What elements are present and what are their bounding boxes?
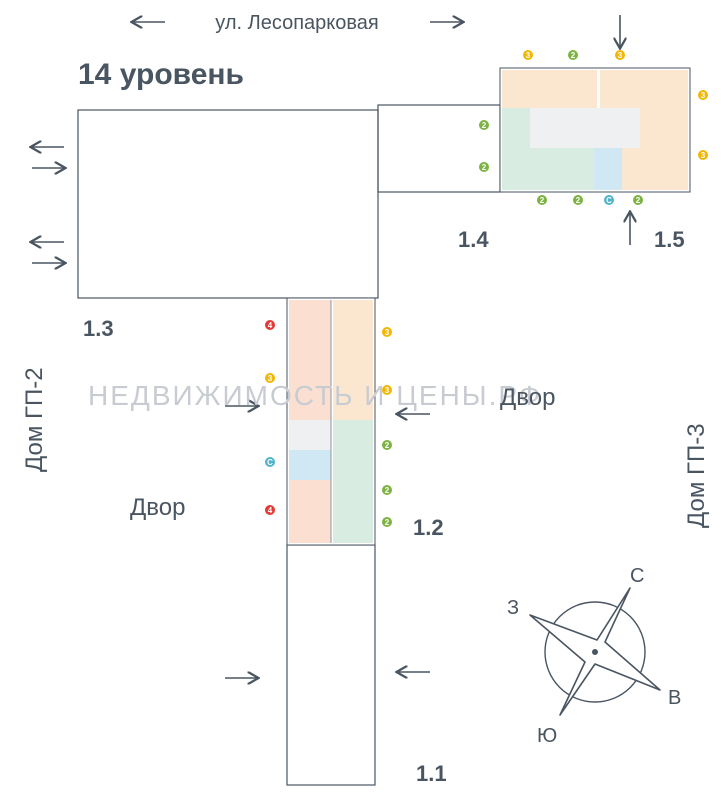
badges: 3 2 3 3 3 2 2 2 2 С 2 4 3 С 4 3 3 2 2 2: [265, 50, 708, 527]
badge[interactable]: [382, 517, 392, 527]
badge-label: 3: [618, 51, 623, 60]
badge[interactable]: [265, 373, 275, 383]
badge[interactable]: [479, 120, 489, 130]
compass-east: В: [668, 687, 681, 709]
badge-label: 3: [701, 91, 706, 100]
badge[interactable]: [382, 440, 392, 450]
badge-label: 2: [385, 518, 390, 527]
badge[interactable]: [615, 50, 625, 60]
badge[interactable]: [537, 195, 547, 205]
badge-label: 3: [268, 374, 273, 383]
badge-label: С: [267, 458, 273, 467]
badge[interactable]: [265, 505, 275, 515]
badge-label: 4: [268, 506, 273, 515]
badge-label: 2: [385, 441, 390, 450]
compass-south: Ю: [537, 725, 557, 747]
badge[interactable]: [568, 50, 578, 60]
badge-label: 3: [526, 51, 531, 60]
badge[interactable]: [604, 195, 614, 205]
compass-north: С: [630, 565, 644, 587]
section-label: 1.4: [458, 227, 489, 252]
section-label: 1.1: [416, 761, 447, 786]
section-label: 1.3: [83, 316, 114, 341]
house-label: Дом ГП-2: [21, 367, 48, 472]
badge-label: 2: [540, 196, 545, 205]
badge-label: 2: [576, 196, 581, 205]
badge-label: 2: [482, 163, 487, 172]
watermark: НЕДВИЖИМОСТЬ И ЦЕНЫ.РФ: [88, 380, 542, 411]
section-label: 1.5: [654, 227, 685, 252]
badge[interactable]: [523, 50, 533, 60]
badge-label: 2: [385, 486, 390, 495]
badge[interactable]: [382, 485, 392, 495]
badge-label: С: [606, 196, 612, 205]
badge[interactable]: [382, 385, 392, 395]
badge-label: 3: [385, 328, 390, 337]
badge[interactable]: [633, 195, 643, 205]
badge-label: 2: [636, 196, 641, 205]
badge-label: 4: [268, 321, 273, 330]
section-1-2-plan: [286, 297, 376, 546]
badge[interactable]: [573, 195, 583, 205]
arrows: [32, 15, 630, 678]
badge[interactable]: [265, 457, 275, 467]
section-label: 1.2: [413, 515, 444, 540]
house-label: Дом ГП-3: [683, 423, 710, 528]
badge-label: 3: [701, 151, 706, 160]
section-1-5-plan: [499, 67, 691, 193]
badge[interactable]: [479, 162, 489, 172]
badge-label: 3: [385, 386, 390, 395]
badge[interactable]: [698, 90, 708, 100]
badge[interactable]: [698, 150, 708, 160]
badge-label: 2: [482, 121, 487, 130]
level-title: 14 уровень: [78, 58, 244, 91]
street-name: ул. Лесопарковая: [215, 12, 378, 34]
badge[interactable]: [265, 320, 275, 330]
yard-label: Двор: [130, 494, 185, 521]
badge-label: 2: [571, 51, 576, 60]
badge[interactable]: [382, 327, 392, 337]
compass-west: З: [507, 597, 519, 619]
yard-label: Двор: [500, 384, 555, 411]
compass: С В Ю З: [507, 565, 681, 747]
